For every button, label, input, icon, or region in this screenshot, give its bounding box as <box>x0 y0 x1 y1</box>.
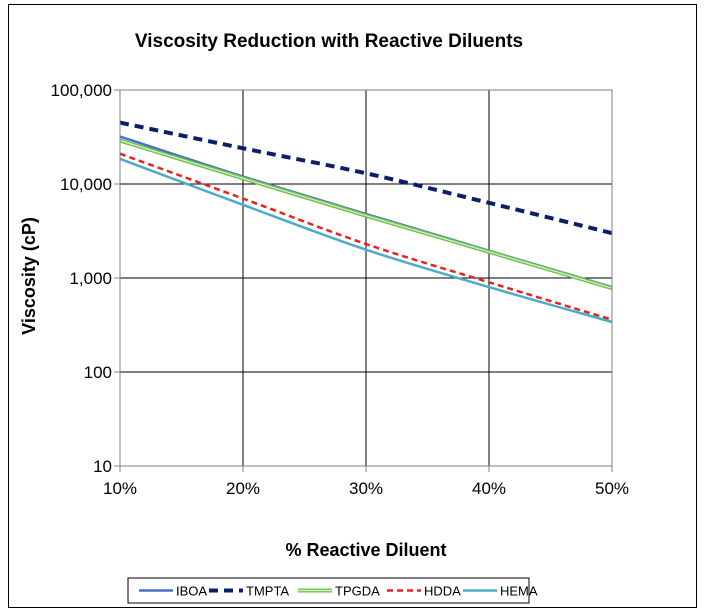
y-axis-title: Viscosity (cP) <box>19 217 39 335</box>
series-line-tpgda-inner <box>119 139 613 289</box>
legend-label: HEMA <box>500 584 538 599</box>
legend-label: TPGDA <box>335 584 380 599</box>
x-tick-label: 20% <box>226 479 260 498</box>
x-tick-label: 30% <box>349 479 383 498</box>
y-axis-ticks: 10 100 1,000 10,000 100,000 <box>51 81 120 476</box>
y-tick-label: 100,000 <box>51 81 112 100</box>
chart-title: Viscosity Reduction with Reactive Diluen… <box>135 31 523 52</box>
x-tick-label: 40% <box>472 479 506 498</box>
x-tick-label: 50% <box>595 479 629 498</box>
x-tick-label: 10% <box>103 479 137 498</box>
y-tick-label: 10,000 <box>60 175 112 194</box>
series-line-hema <box>119 157 613 324</box>
legend-label: TMPTA <box>246 584 289 599</box>
series-line-tmpta <box>119 120 613 236</box>
x-axis-title: % Reactive Diluent <box>285 540 446 560</box>
series-line-hdda <box>119 152 613 321</box>
y-tick-label: 1,000 <box>69 269 112 288</box>
x-axis-ticks: 10% 20% 30% 40% 50% <box>103 466 629 498</box>
legend-label: HDDA <box>424 584 461 599</box>
y-tick-label: 10 <box>93 457 112 476</box>
legend: IBOA TMPTA TPGDA HDDA HEMA <box>127 577 538 604</box>
y-tick-label: 100 <box>84 363 112 382</box>
chart-frame: Viscosity Reduction with Reactive Diluen… <box>8 4 697 608</box>
legend-label: IBOA <box>176 584 207 599</box>
grid <box>120 90 612 466</box>
line-chart: Viscosity Reduction with Reactive Diluen… <box>19 31 629 604</box>
series-lines <box>119 120 613 324</box>
